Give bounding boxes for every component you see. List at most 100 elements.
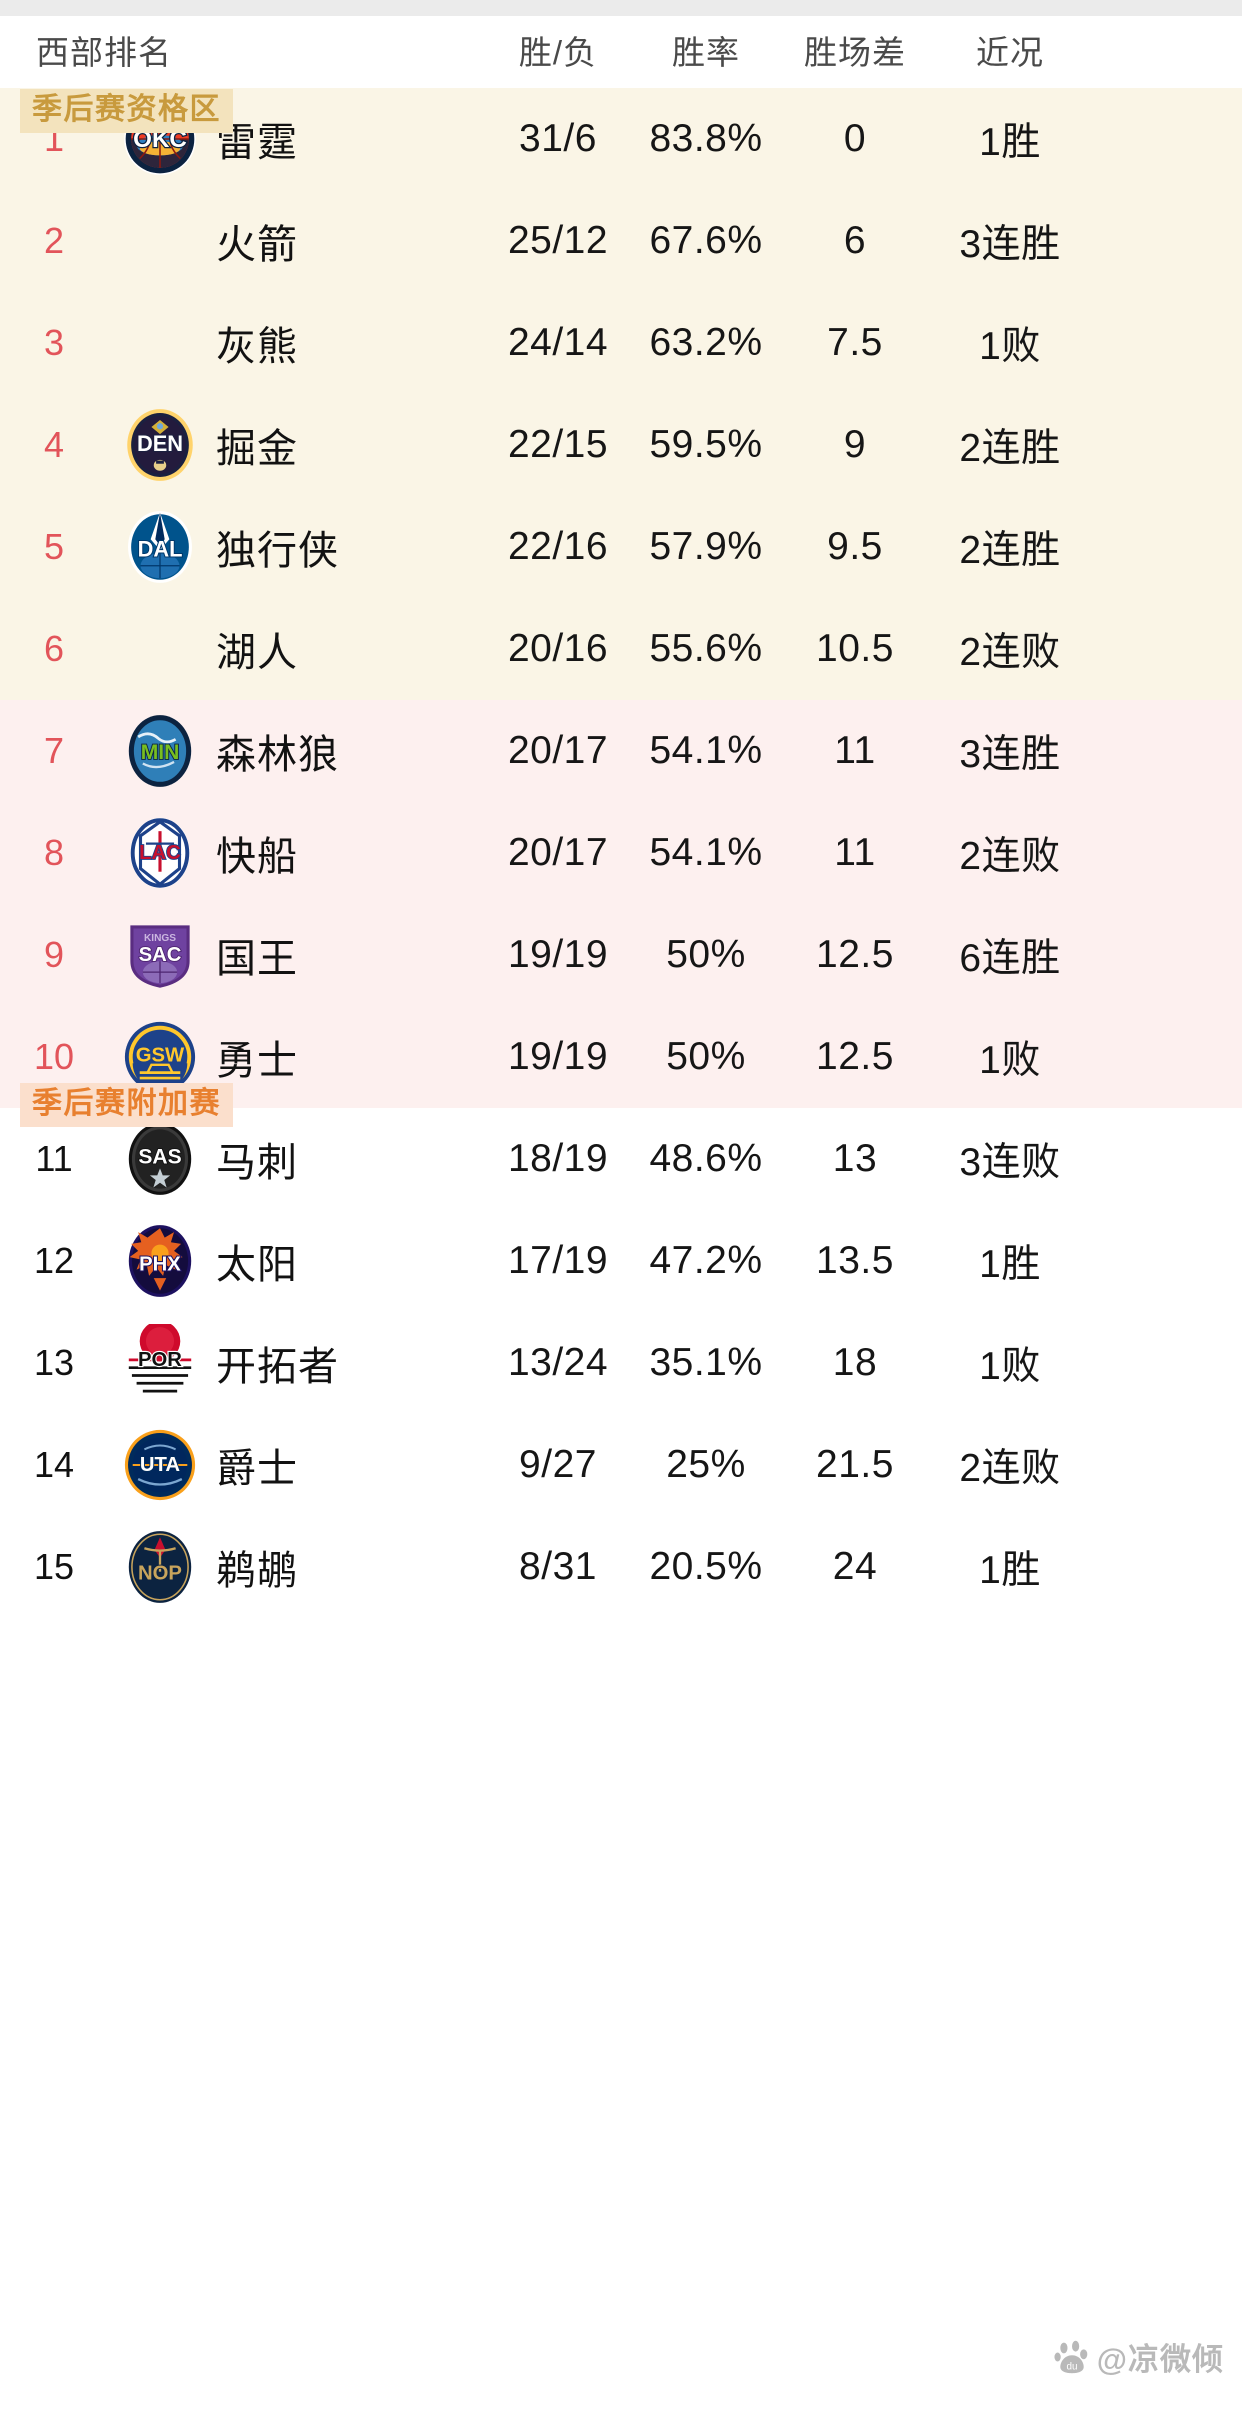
games-behind-cell: 12.5 — [816, 1035, 894, 1078]
team-logo-none-icon — [108, 301, 212, 385]
games-behind-cell: 18 — [832, 1341, 878, 1384]
win-pct-cell: 35.1% — [649, 1341, 763, 1384]
rank-cell: 11 — [35, 1138, 73, 1179]
rank-cell: 13 — [33, 1342, 75, 1383]
team-name-cell[interactable]: 湖人 — [216, 631, 298, 675]
streak-cell: 2连胜 — [959, 427, 1061, 470]
table-row[interactable]: 5 DAL 独行侠 22/16 57.9% 9.5 2连胜 — [0, 496, 1242, 598]
svg-text:LAC: LAC — [139, 842, 181, 864]
svg-text:NOP: NOP — [138, 1562, 182, 1584]
team-name-cell[interactable]: 火箭 — [216, 223, 298, 267]
games-behind-cell: 12.5 — [816, 933, 894, 976]
rank-cell: 9 — [43, 934, 65, 975]
team-name-cell[interactable]: 快船 — [216, 835, 298, 879]
win-pct-cell: 55.6% — [649, 627, 763, 670]
table-row[interactable]: 13 POR 开拓者 13/24 35.1% 18 1败 — [0, 1312, 1242, 1414]
table-row[interactable]: 4 DEN 掘金 22/15 59.5% 9 2连胜 — [0, 394, 1242, 496]
games-behind-cell: 24 — [832, 1545, 878, 1588]
column-header-win-loss: 胜/负 — [518, 34, 598, 71]
table-row[interactable]: 12 PHX 太阳 17/19 47.2% 13.5 1胜 — [0, 1210, 1242, 1312]
win-pct-cell: 67.6% — [649, 219, 763, 262]
streak-cell: 1败 — [979, 325, 1041, 368]
badge-playoff-zone: 季后赛资格区 — [20, 89, 233, 133]
team-name-cell[interactable]: 灰熊 — [216, 325, 298, 369]
streak-cell: 1胜 — [979, 121, 1041, 164]
team-name-cell[interactable]: 森林狼 — [216, 733, 339, 777]
rank-cell: 15 — [33, 1546, 75, 1587]
svg-text:POR: POR — [138, 1349, 182, 1371]
team-logo-den-icon: DEN — [108, 403, 212, 487]
streak-cell: 2连败 — [959, 1447, 1061, 1490]
baidu-paw-icon: du — [1054, 2340, 1088, 2373]
table-row[interactable]: 6 湖人 20/16 55.6% 10.5 2连败 — [0, 598, 1242, 700]
streak-cell: 1败 — [979, 1345, 1041, 1388]
win-loss-cell: 8/31 — [519, 1545, 597, 1588]
status-strip — [0, 0, 1242, 16]
games-behind-cell: 9 — [843, 423, 867, 466]
svg-text:GSW: GSW — [136, 1045, 185, 1067]
streak-cell: 2连胜 — [959, 529, 1061, 572]
streak-cell: 6连胜 — [959, 937, 1061, 980]
team-logo-nop-icon: NOP — [108, 1525, 212, 1609]
svg-text:PHX: PHX — [139, 1253, 181, 1275]
table-row[interactable]: 14 UTA 爵士 9/27 25% 21.5 2连败 — [0, 1414, 1242, 1516]
games-behind-cell: 10.5 — [816, 627, 894, 670]
team-name-cell[interactable]: 开拓者 — [216, 1345, 339, 1389]
team-name-cell[interactable]: 鹈鹕 — [216, 1549, 298, 1593]
win-loss-cell: 17/19 — [507, 1239, 609, 1282]
table-row[interactable]: 7 MIN 森林狼 20/17 54.1% 11 3连胜 — [0, 700, 1242, 802]
rank-cell: 2 — [43, 220, 65, 261]
team-name-cell[interactable]: 爵士 — [216, 1447, 298, 1491]
svg-text:DEN: DEN — [137, 431, 183, 456]
games-behind-cell: 13 — [832, 1137, 878, 1180]
win-loss-cell: 22/16 — [507, 525, 609, 568]
games-behind-cell: 9.5 — [827, 525, 883, 568]
rank-cell: 10 — [33, 1036, 75, 1077]
rank-cell: 4 — [43, 424, 65, 465]
streak-cell: 3连败 — [959, 1141, 1061, 1184]
win-loss-cell: 19/19 — [507, 933, 609, 976]
watermark: du @凉微倾 — [1054, 2334, 1224, 2379]
games-behind-cell: 6 — [843, 219, 867, 262]
win-pct-cell: 25% — [666, 1443, 746, 1486]
table-row[interactable]: 15 NOP 鹈鹕 8/31 20.5% 24 1胜 — [0, 1516, 1242, 1618]
svg-text:SAC: SAC — [139, 944, 182, 966]
team-logo-phx-icon: PHX — [108, 1219, 212, 1303]
table-row[interactable]: 8 LAC 快船 20/17 54.1% 11 2连败 — [0, 802, 1242, 904]
team-name-cell[interactable]: 独行侠 — [216, 529, 339, 573]
table-row[interactable]: 2 火箭 25/12 67.6% 6 3连胜 — [0, 190, 1242, 292]
rank-cell: 14 — [33, 1444, 75, 1485]
win-loss-cell: 20/16 — [507, 627, 609, 670]
page-title: 西部排名 — [36, 34, 172, 71]
streak-cell: 1败 — [979, 1039, 1041, 1082]
streak-cell: 1胜 — [979, 1243, 1041, 1286]
streak-cell: 1胜 — [979, 1549, 1041, 1592]
team-logo-min-icon: MIN — [108, 709, 212, 793]
rank-cell: 6 — [43, 628, 65, 669]
win-pct-cell: 57.9% — [649, 525, 763, 568]
column-header-games-behind: 胜场差 — [804, 34, 906, 71]
team-logo-por-icon: POR — [108, 1321, 212, 1405]
win-loss-cell: 25/12 — [507, 219, 609, 262]
rank-cell: 7 — [43, 730, 65, 771]
win-pct-cell: 54.1% — [649, 729, 763, 772]
team-logo-lac-icon: LAC — [108, 811, 212, 895]
team-name-cell[interactable]: 勇士 — [216, 1039, 298, 1083]
rank-cell: 3 — [43, 322, 65, 363]
team-name-cell[interactable]: 国王 — [216, 937, 298, 981]
team-name-cell[interactable]: 雷霆 — [216, 121, 298, 165]
win-loss-cell: 20/17 — [507, 729, 609, 772]
rank-cell: 5 — [43, 526, 65, 567]
column-header-win-pct: 胜率 — [672, 34, 740, 71]
svg-text:UTA: UTA — [140, 1454, 181, 1476]
table-row[interactable]: 3 灰熊 24/14 63.2% 7.5 1败 — [0, 292, 1242, 394]
streak-cell: 3连胜 — [959, 223, 1061, 266]
team-name-cell[interactable]: 马刺 — [216, 1141, 298, 1185]
games-behind-cell: 7.5 — [827, 321, 883, 364]
team-logo-sas-icon: SAS — [108, 1117, 212, 1201]
games-behind-cell: 0 — [843, 117, 867, 160]
table-row[interactable]: 9 KINGS SAC 国王 19/19 50% 12.5 6连胜 — [0, 904, 1242, 1006]
team-name-cell[interactable]: 太阳 — [216, 1243, 298, 1287]
games-behind-cell: 21.5 — [816, 1443, 894, 1486]
team-name-cell[interactable]: 掘金 — [216, 427, 298, 471]
